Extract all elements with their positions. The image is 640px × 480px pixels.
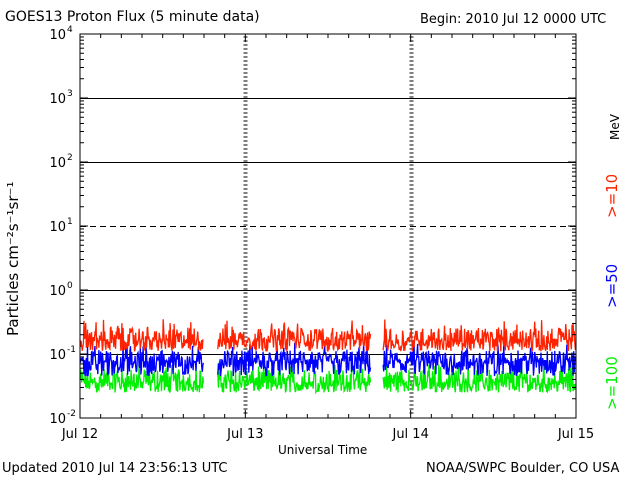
- y-tick-label: 10: [49, 220, 66, 235]
- y-tick-label: 10: [49, 412, 66, 427]
- y-tick-label: 10: [49, 284, 66, 299]
- legend-entry: >=50: [603, 263, 621, 308]
- y-axis-label: Particles cm⁻²s⁻¹sr⁻¹: [4, 181, 22, 336]
- y-tick-label: 10: [49, 92, 66, 107]
- begin-time: Begin: 2010 Jul 12 0000 UTC: [420, 12, 607, 27]
- updated-time: Updated 2010 Jul 14 23:56:13 UTC: [2, 461, 228, 476]
- y-tick-exponent: 0: [67, 281, 73, 291]
- y-tick-label: 10: [49, 28, 66, 43]
- y-tick-exponent: -1: [67, 345, 76, 355]
- y-tick-label: 10: [49, 348, 66, 363]
- series-line: [79, 319, 577, 354]
- credit: NOAA/SWPC Boulder, CO USA: [426, 461, 620, 476]
- plot-frame: [79, 33, 577, 419]
- legend-entry: >=100: [603, 356, 621, 410]
- legend-entry: >=10: [603, 173, 621, 218]
- y-tick-label: 10: [49, 156, 66, 171]
- chart-title: GOES13 Proton Flux (5 minute data): [5, 9, 260, 25]
- series-line: [79, 342, 577, 377]
- x-tick-label: Jul 12: [61, 427, 98, 442]
- x-tick-label: Jul 15: [557, 427, 594, 442]
- legend-unit: MeV: [608, 114, 622, 140]
- y-tick-exponent: 1: [67, 217, 73, 227]
- y-tick-exponent: 4: [67, 25, 73, 35]
- series-line: [79, 360, 577, 395]
- y-tick-exponent: 2: [67, 153, 73, 163]
- x-tick-label: Jul 13: [226, 427, 263, 442]
- x-tick-label: Jul 14: [391, 427, 428, 442]
- y-tick-exponent: 3: [67, 89, 73, 99]
- y-tick-exponent: -2: [67, 409, 76, 419]
- x-axis-label: Universal Time: [278, 443, 368, 457]
